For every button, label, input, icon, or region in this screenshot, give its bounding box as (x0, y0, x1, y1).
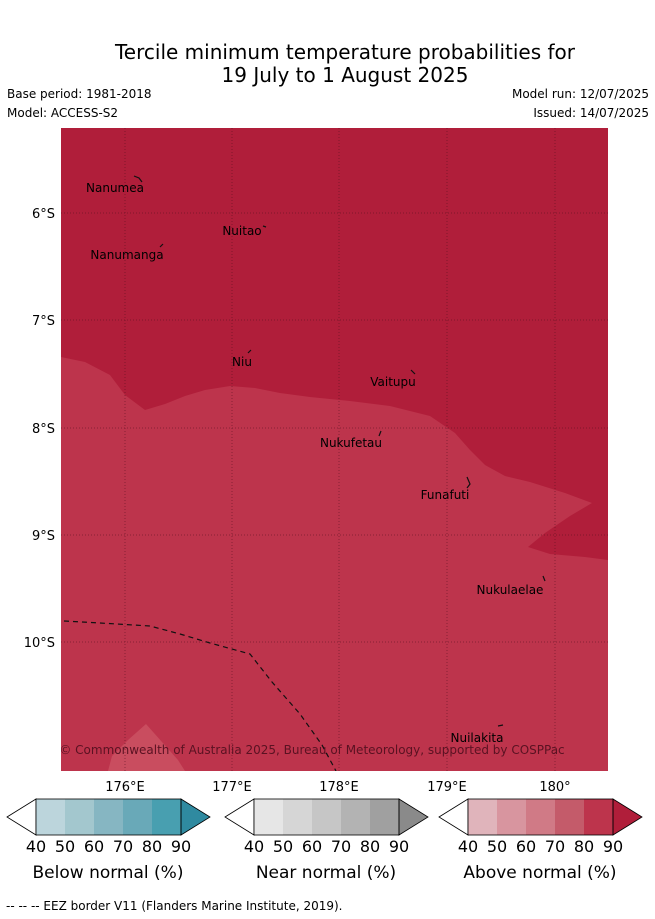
colorbar-segment (468, 799, 497, 835)
colorbar-label-near: Near normal (%) (255, 863, 397, 883)
issued-date: Issued: 14/07/2025 (533, 106, 649, 120)
colorbar-label-above: Above normal (%) (463, 863, 617, 883)
page-title: Tercile minimum temperature probabilitie… (0, 41, 655, 87)
colorbar-under-triangle (224, 798, 255, 836)
colorbar-segment (152, 799, 181, 835)
colorbar-outline (467, 798, 614, 836)
lon-label: 177°E (212, 780, 252, 795)
latitude-labels: 6°S 7°S 8°S 9°S 10°S (24, 207, 55, 651)
title-line-2: 19 July to 1 August 2025 (221, 63, 469, 87)
lat-label: 8°S (32, 422, 55, 437)
above-normal-80-region (61, 357, 608, 771)
lon-label: 176°E (105, 780, 145, 795)
cbar-above-tick: 50 (486, 837, 508, 856)
colorbar-ticks: 40 50 60 70 80 90 40 50 60 70 80 90 40 5… (0, 837, 655, 859)
cbar-near-tick: 80 (359, 837, 381, 856)
map: Nanumea Nuitao Nanumanga Niu Vaitupu Nuk… (24, 128, 608, 795)
colorbar-segment (584, 799, 613, 835)
colorbar-above (438, 798, 643, 836)
place-nuitao: Nuitao (222, 224, 261, 238)
cbar-near-tick: 60 (301, 837, 323, 856)
graticule (61, 128, 608, 771)
lon-label: 178°E (319, 780, 359, 795)
colorbar-label-below: Below normal (%) (32, 863, 184, 883)
longitude-labels: 176°E 177°E 178°E 179°E 180° (105, 780, 570, 795)
colorbar-segment (526, 799, 555, 835)
lat-label: 10°S (24, 636, 55, 651)
above-normal-40-region (108, 724, 185, 771)
place-nukufetau: Nukufetau (320, 436, 382, 450)
cbar-below-tick: 90 (170, 837, 192, 856)
cbar-near-tick: 70 (330, 837, 352, 856)
cbar-above-tick: 70 (544, 837, 566, 856)
colorbar-under-triangle (438, 798, 469, 836)
colorbar-over-triangle (180, 798, 211, 836)
cbar-above-tick: 40 (457, 837, 479, 856)
cbar-above-tick: 90 (602, 837, 624, 856)
colorbar-outline (253, 798, 400, 836)
lat-label: 7°S (32, 314, 55, 329)
colorbar-over-triangle (398, 798, 429, 836)
eez-footnote: -- -- -- EEZ border V11 (Flanders Marine… (6, 899, 343, 913)
cbar-below-tick: 60 (83, 837, 105, 856)
colorbar-segment (65, 799, 94, 835)
title-line-1: Tercile minimum temperature probabilitie… (114, 40, 576, 64)
lat-label: 6°S (32, 207, 55, 222)
cbar-above-tick: 60 (515, 837, 537, 856)
cbar-near-tick: 40 (243, 837, 265, 856)
place-nukulaelae: Nukulaelae (477, 583, 544, 597)
copyright-text: © Commonwealth of Australia 2025, Bureau… (59, 743, 564, 757)
colorbars (6, 798, 643, 836)
place-nanumanga: Nanumanga (90, 248, 163, 262)
colorbar-segment (283, 799, 312, 835)
cbar-near-tick: 50 (272, 837, 294, 856)
cbar-below-tick: 40 (25, 837, 47, 856)
cbar-below-tick: 50 (54, 837, 76, 856)
colorbar-segment (36, 799, 65, 835)
island-outlines (133, 175, 546, 727)
colorbar-under-triangle (6, 798, 37, 836)
colorbar-near (224, 798, 429, 836)
place-funafuti: Funafuti (421, 488, 470, 502)
cbar-above-tick: 80 (573, 837, 595, 856)
colorbar-segment (123, 799, 152, 835)
colorbar-segment (497, 799, 526, 835)
place-niu: Niu (232, 355, 252, 369)
place-nanumea: Nanumea (86, 181, 144, 195)
lat-label: 9°S (32, 529, 55, 544)
colorbar-over-triangle (612, 798, 643, 836)
lon-label: 180° (539, 780, 570, 795)
colorbar-segment (370, 799, 399, 835)
colorbar-segment (341, 799, 370, 835)
colorbar-segment (94, 799, 123, 835)
place-vaitupu: Vaitupu (370, 375, 416, 389)
place-nuilakita: Nuilakita (451, 731, 504, 745)
model-run: Model run: 12/07/2025 (511, 87, 649, 101)
colorbar-segment (254, 799, 283, 835)
cbar-below-tick: 70 (112, 837, 134, 856)
colorbar-segment (312, 799, 341, 835)
cbar-below-tick: 80 (141, 837, 163, 856)
colorbar-segment (555, 799, 584, 835)
lon-label: 179°E (427, 780, 467, 795)
model-name: Model: ACCESS-S2 (7, 106, 119, 120)
cbar-near-tick: 90 (388, 837, 410, 856)
colorbar-below (6, 798, 211, 836)
base-period: Base period: 1981-2018 (7, 87, 152, 101)
colorbar-outline (35, 798, 182, 836)
